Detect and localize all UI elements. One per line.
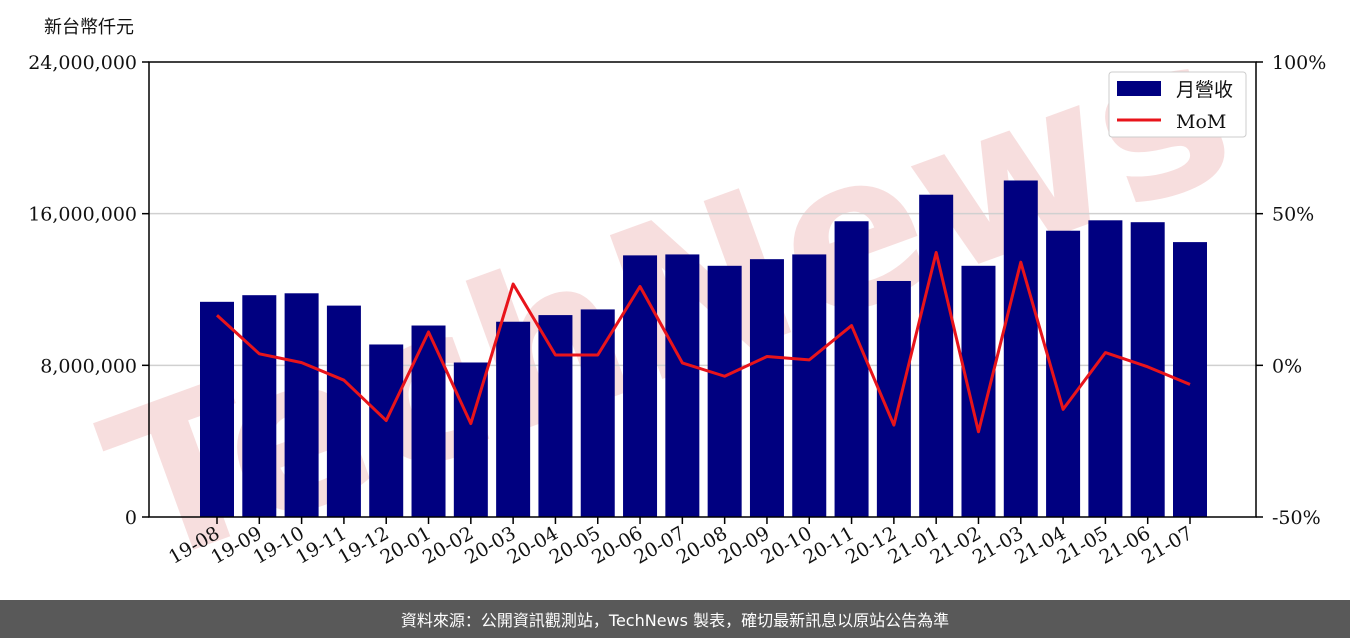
mom-line (215, 250, 1191, 434)
y-tick-label: 16,000,000 (28, 204, 137, 226)
legend-label-revenue: 月營收 (1176, 79, 1233, 101)
source-footer: 資料來源：公開資訊觀測站，TechNews 製表，確切最新訊息以原站公告為準 (0, 600, 1350, 638)
bar-20-07 (665, 254, 700, 518)
source-footer-text: 資料來源：公開資訊觀測站，TechNews 製表，確切最新訊息以原站公告為準 (400, 611, 950, 630)
bar-19-12 (369, 344, 404, 517)
bar-20-08 (707, 265, 742, 517)
bar-20-09 (749, 259, 784, 517)
legend-label-mom: MoM (1176, 111, 1226, 133)
y-tick-label: 8,000,000 (40, 355, 137, 377)
line-series-mom (215, 250, 1191, 434)
bar-20-11 (834, 221, 869, 517)
bar-21-03 (1003, 180, 1038, 518)
y-axis-unit-label: 新台幣仟元 (44, 17, 134, 38)
legend: 月營收 MoM (1108, 71, 1247, 138)
bar-21-06 (1130, 222, 1165, 517)
bar-19-09 (242, 295, 277, 517)
bar-20-06 (623, 255, 658, 517)
bar-20-03 (496, 321, 531, 517)
bar-20-04 (538, 315, 573, 517)
bar-20-05 (580, 309, 615, 517)
y2-tick-label: 50% (1272, 204, 1314, 226)
bar-21-02 (961, 265, 996, 517)
y-tick-label: 24,000,000 (28, 52, 137, 74)
bar-21-04 (1046, 230, 1081, 517)
plot-frame (148, 61, 1257, 518)
y2-tick-label: 0% (1272, 355, 1302, 377)
legend-swatch-revenue (1117, 81, 1161, 96)
revenue-chart: TechNews 08,000,00016,000,00024,000,000-… (28, 0, 1326, 600)
y2-tick-label: 100% (1272, 52, 1326, 74)
bar-19-10 (284, 293, 319, 517)
y2-tick-label: -50% (1272, 507, 1321, 529)
bar-21-01 (919, 194, 954, 518)
bar-19-11 (326, 305, 361, 517)
bar-19-08 (200, 301, 234, 517)
y-tick-label: 0 (125, 507, 137, 529)
bar-20-10 (792, 254, 827, 518)
